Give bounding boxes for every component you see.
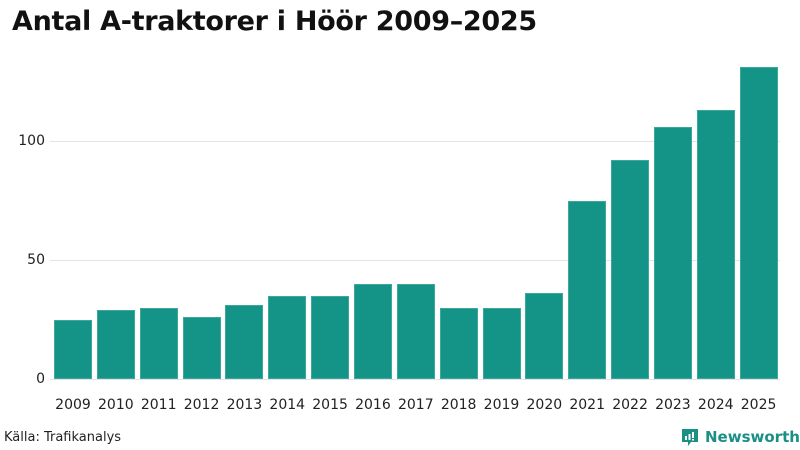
x-tick-label: 2013 (226, 397, 263, 413)
x-tick-label: 2014 (269, 397, 306, 413)
bar-2024 (696, 110, 735, 379)
x-tick-label: 2015 (312, 397, 348, 413)
bar-2009 (54, 319, 92, 379)
x-tick-label: 2017 (397, 397, 434, 413)
bar-2015 (311, 295, 350, 379)
x-tick-label: 2019 (483, 397, 520, 413)
bar-2023 (653, 126, 692, 379)
x-tick-label: 2011 (140, 397, 177, 413)
bar-2012 (182, 317, 221, 379)
bar-2017 (396, 283, 435, 379)
bar-2025 (739, 67, 778, 379)
gridline (50, 141, 780, 142)
y-tick-label: 100 (18, 133, 45, 149)
newsworthy-logo: Newsworthy (680, 427, 800, 447)
bar-2020 (525, 293, 564, 379)
bar-2019 (482, 307, 521, 379)
x-tick-label: 2025 (740, 397, 777, 413)
x-tick-label: 2022 (612, 397, 648, 413)
bar-2011 (139, 307, 178, 379)
bar-2014 (268, 295, 307, 379)
bar-2010 (96, 309, 135, 379)
bar-2016 (353, 283, 392, 379)
source-label: Källa: Trafikanalys (4, 430, 122, 445)
bar-2013 (225, 305, 264, 379)
y-tick-label: 0 (36, 371, 45, 387)
y-tick-label: 50 (27, 252, 45, 268)
x-tick-label: 2021 (569, 397, 605, 413)
x-tick-label: 2016 (355, 397, 391, 413)
chart-title: Antal A-traktorer i Höör 2009–2025 (12, 6, 537, 37)
x-tick-label: 2020 (526, 397, 563, 413)
gridline (50, 379, 780, 380)
x-tick-label: 2010 (98, 397, 134, 413)
x-tick-label: 2023 (655, 397, 691, 413)
gridline (50, 260, 780, 261)
brand-name: Newsworthy (705, 428, 800, 446)
x-tick-label: 2018 (440, 397, 477, 413)
x-tick-label: 2012 (183, 397, 220, 413)
bar-2021 (568, 200, 607, 379)
bar-2018 (439, 307, 478, 379)
x-tick-label: 2024 (697, 397, 734, 413)
bar-chart-speech-icon (682, 429, 698, 446)
bar-2022 (611, 160, 650, 379)
x-tick-label: 2009 (55, 397, 91, 413)
